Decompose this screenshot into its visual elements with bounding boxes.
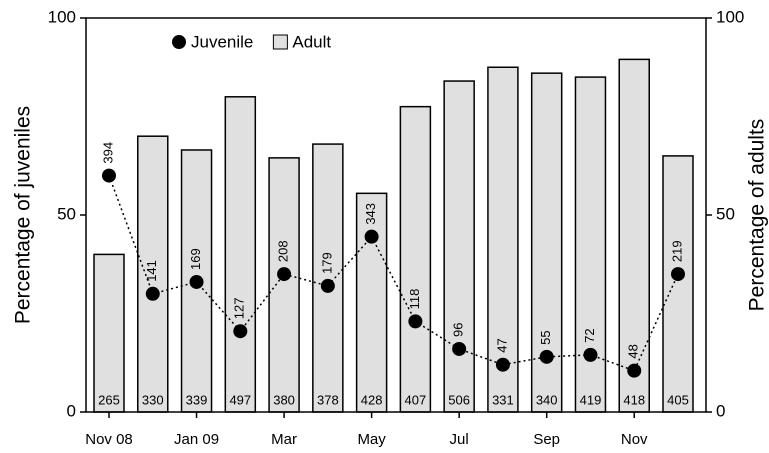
legend-marker bbox=[272, 34, 288, 50]
bar bbox=[399, 105, 432, 413]
x-tick-label: Sep bbox=[533, 431, 560, 448]
bar bbox=[312, 143, 344, 413]
sample-size-label: 48 bbox=[626, 344, 641, 358]
y-tick-label: 50 bbox=[57, 204, 76, 223]
x-tick-label: Nov bbox=[621, 431, 648, 448]
y-tick-label: 0 bbox=[67, 401, 76, 420]
bar bbox=[662, 155, 694, 413]
sample-size-label: 407 bbox=[405, 392, 427, 407]
x-tick-label: May bbox=[357, 431, 386, 448]
marker bbox=[145, 286, 160, 301]
marker bbox=[364, 229, 379, 244]
bar bbox=[268, 157, 300, 413]
y2-axis-label: Percentage of adults bbox=[746, 119, 769, 312]
bar bbox=[443, 80, 475, 413]
sample-size-label: 340 bbox=[536, 392, 558, 407]
sample-size-label: 331 bbox=[492, 392, 514, 407]
marker bbox=[583, 347, 598, 362]
sample-size-label: 72 bbox=[582, 328, 597, 342]
y2-tick-label: 50 bbox=[716, 204, 735, 223]
y-axis-label: Percentage of juveniles bbox=[12, 106, 35, 324]
legend-label: Juvenile bbox=[191, 32, 253, 51]
x-tick-label: Nov 08 bbox=[85, 431, 133, 448]
marker bbox=[539, 349, 554, 364]
sample-size-label: 419 bbox=[580, 392, 602, 407]
bar bbox=[355, 192, 388, 413]
y2-tick-label: 100 bbox=[716, 7, 744, 26]
x-tick-label: Jan 09 bbox=[174, 431, 219, 448]
marker bbox=[452, 341, 467, 356]
sample-size-label: 330 bbox=[142, 392, 164, 407]
marker bbox=[408, 314, 423, 329]
x-tick-label: Jul bbox=[450, 431, 469, 448]
marker bbox=[320, 278, 335, 293]
marker bbox=[671, 267, 685, 282]
marker bbox=[102, 168, 116, 183]
sample-size-label: 127 bbox=[232, 298, 247, 320]
marker bbox=[277, 267, 292, 282]
sample-size-label: 96 bbox=[451, 322, 466, 336]
sample-size-label: 380 bbox=[273, 392, 295, 407]
sample-size-label: 219 bbox=[669, 240, 684, 262]
sample-size-label: 405 bbox=[667, 392, 689, 407]
sample-size-label: 394 bbox=[100, 142, 115, 164]
sample-size-label: 418 bbox=[623, 392, 645, 407]
sample-size-label: 141 bbox=[144, 260, 159, 282]
x-tick-label: Mar bbox=[271, 431, 297, 448]
sample-size-label: 265 bbox=[98, 392, 120, 407]
legend-marker bbox=[172, 35, 186, 49]
sample-size-label: 118 bbox=[407, 289, 422, 310]
marker bbox=[189, 274, 204, 289]
marker bbox=[233, 324, 248, 339]
sample-size-label: 339 bbox=[186, 392, 208, 407]
sample-size-label: 208 bbox=[276, 240, 291, 262]
sample-size-label: 343 bbox=[363, 203, 378, 225]
sample-size-label: 378 bbox=[317, 392, 339, 407]
legend-label: Adult bbox=[292, 32, 331, 51]
bar bbox=[93, 253, 125, 413]
marker bbox=[627, 363, 642, 378]
sample-size-label: 55 bbox=[538, 330, 553, 344]
marker bbox=[495, 357, 510, 372]
sample-size-label: 428 bbox=[361, 392, 383, 407]
sample-size-label: 497 bbox=[229, 392, 251, 407]
sample-size-label: 169 bbox=[188, 248, 203, 270]
line bbox=[108, 175, 679, 372]
sample-size-label: 47 bbox=[494, 338, 509, 352]
bar bbox=[618, 58, 650, 413]
bar bbox=[224, 96, 257, 413]
y2-tick-label: 0 bbox=[716, 401, 725, 420]
bar bbox=[137, 135, 169, 413]
sample-size-label: 506 bbox=[448, 392, 470, 407]
sample-size-label: 179 bbox=[319, 252, 334, 274]
y-tick-label: 100 bbox=[48, 7, 76, 26]
plot-frame bbox=[85, 17, 707, 413]
